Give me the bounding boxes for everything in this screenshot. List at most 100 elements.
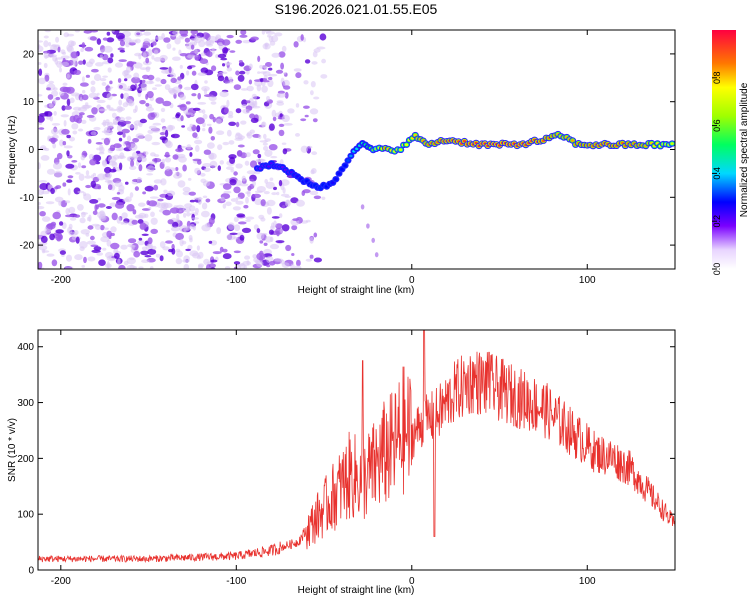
colorbar-tick-label: 0.0 xyxy=(712,263,722,276)
snr-frame xyxy=(37,329,676,571)
noise-blob xyxy=(132,138,140,143)
noise-blob xyxy=(133,72,140,79)
noise-blob xyxy=(107,172,112,178)
noise-blob xyxy=(165,166,171,171)
noise-blob xyxy=(210,136,215,141)
ridge-core xyxy=(670,142,674,145)
noise-blob xyxy=(170,207,180,214)
noise-blob xyxy=(138,53,142,60)
noise-blob xyxy=(257,71,261,74)
noise-blob xyxy=(141,259,150,264)
y-tick-label: 10 xyxy=(23,97,35,108)
noise-blob xyxy=(235,200,244,205)
noise-blob xyxy=(138,164,143,172)
noise-blob xyxy=(90,86,96,93)
noise-blob xyxy=(51,123,61,126)
noise-blob xyxy=(156,202,166,209)
noise-blob xyxy=(58,200,62,206)
noise-blob xyxy=(217,42,223,46)
noise-blob xyxy=(234,137,244,141)
noise-blob xyxy=(184,203,193,208)
noise-blob xyxy=(295,133,300,137)
noise-blob xyxy=(75,172,81,175)
noise-blob xyxy=(269,261,276,266)
colorbar-label: Normalized spectral amplitude xyxy=(739,82,750,217)
noise-blob xyxy=(296,199,305,207)
y-tick-label: 400 xyxy=(17,342,34,353)
noise-blob xyxy=(307,145,313,149)
noise-blob xyxy=(113,143,122,149)
noise-blob xyxy=(208,126,213,134)
noise-blob xyxy=(60,49,66,54)
noise-blob xyxy=(138,212,147,219)
noise-blob xyxy=(198,251,204,259)
noise-blob xyxy=(107,67,112,73)
noise-blob xyxy=(108,108,118,112)
noise-blob xyxy=(66,254,72,262)
noise-blob xyxy=(186,144,192,150)
noise-blob xyxy=(211,47,215,55)
noise-blob xyxy=(108,87,112,92)
noise-blob xyxy=(203,88,208,96)
colorbar-tick-label: 0.4 xyxy=(712,167,722,180)
noise-blob xyxy=(81,104,90,110)
noise-blob xyxy=(239,234,245,241)
noise-blob xyxy=(131,219,138,225)
noise-blob xyxy=(202,195,208,199)
ridge-core xyxy=(337,172,341,175)
noise-blob xyxy=(188,234,193,241)
noise-blob xyxy=(270,155,278,159)
noise-blob xyxy=(67,188,71,196)
noise-blob xyxy=(93,73,102,82)
noise-blob xyxy=(232,206,241,211)
noise-blob xyxy=(263,242,268,246)
noise-blob xyxy=(38,242,45,247)
noise-blob xyxy=(179,94,186,101)
y-tick-label: 200 xyxy=(17,454,34,465)
noise-blob xyxy=(62,141,67,146)
noise-blob xyxy=(111,112,117,119)
noise-blob xyxy=(38,189,44,196)
noise-blob xyxy=(300,145,309,153)
noise-blob xyxy=(118,85,123,89)
noise-blob xyxy=(139,87,147,91)
noise-blob xyxy=(38,62,42,65)
noise-blob xyxy=(46,87,51,91)
noise-blob xyxy=(204,80,208,84)
noise-blob xyxy=(54,186,59,190)
noise-blob xyxy=(95,142,103,145)
x-tick-label: 0 xyxy=(409,275,415,286)
noise-blob xyxy=(63,120,67,127)
ridge-tail xyxy=(360,204,365,210)
noise-blob xyxy=(126,141,131,149)
noise-blob xyxy=(115,147,122,152)
noise-blob xyxy=(39,183,49,191)
noise-blob xyxy=(116,192,121,195)
noise-blob xyxy=(280,62,284,70)
noise-blob xyxy=(148,161,158,165)
noise-blob xyxy=(99,224,105,231)
noise-blob xyxy=(107,57,114,64)
noise-blob xyxy=(237,144,245,148)
noise-blob xyxy=(144,255,152,258)
noise-blob xyxy=(62,82,68,86)
noise-blob xyxy=(90,80,96,86)
noise-blob xyxy=(194,55,201,60)
noise-blob xyxy=(175,148,184,153)
noise-blob xyxy=(107,155,117,163)
y-tick-label: 0 xyxy=(28,145,34,156)
noise-blob xyxy=(64,266,74,269)
noise-blob xyxy=(278,123,285,127)
y-tick-label: 100 xyxy=(17,510,34,521)
noise-blob xyxy=(246,133,251,137)
noise-blob xyxy=(145,80,155,85)
noise-blob xyxy=(309,108,319,115)
noise-blob xyxy=(129,264,134,269)
noise-blob xyxy=(124,78,128,82)
noise-blob xyxy=(222,63,226,67)
noise-blob xyxy=(195,117,205,125)
noise-blob xyxy=(243,264,248,269)
noise-blob xyxy=(63,145,73,149)
noise-blob xyxy=(118,137,123,142)
noise-blob xyxy=(230,198,239,202)
